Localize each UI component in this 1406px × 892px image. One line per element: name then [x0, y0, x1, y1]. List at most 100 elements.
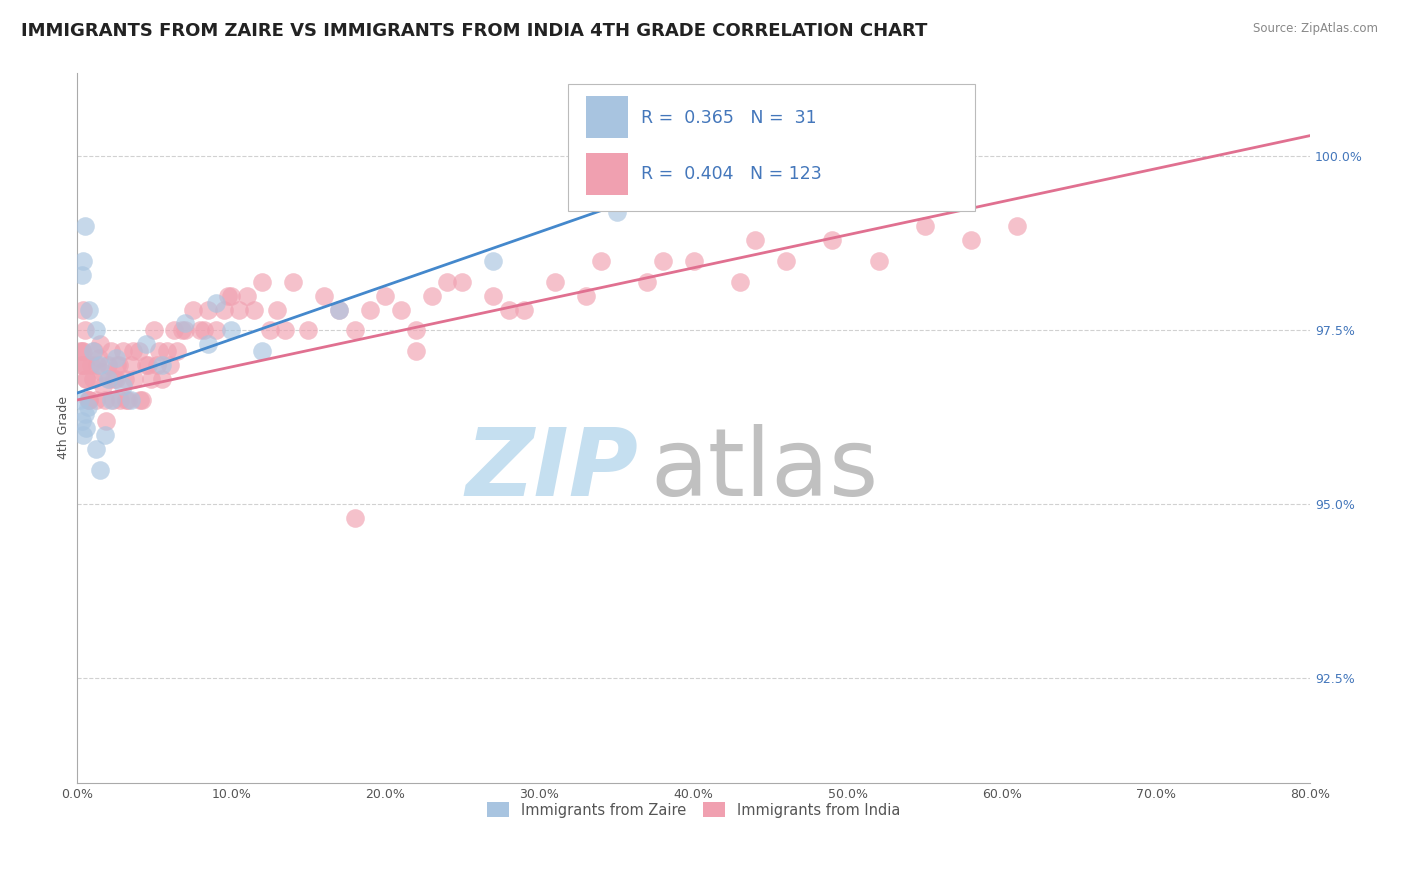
- Immigrants from India: [143, 323, 166, 337]
- Immigrants from Zaire: [73, 407, 96, 421]
- Immigrants from India: [243, 302, 266, 317]
- Immigrants from India: [651, 253, 673, 268]
- Immigrants from India: [328, 302, 350, 317]
- Immigrants from India: [139, 372, 162, 386]
- Immigrants from India: [1007, 219, 1029, 233]
- Immigrants from India: [94, 392, 117, 407]
- Immigrants from Zaire: [328, 302, 350, 317]
- Immigrants from Zaire: [100, 392, 122, 407]
- Text: ZIP: ZIP: [465, 425, 638, 516]
- Immigrants from Zaire: [70, 414, 93, 428]
- Immigrants from India: [110, 392, 132, 407]
- Immigrants from India: [114, 372, 136, 386]
- Immigrants from Zaire: [104, 351, 127, 366]
- Immigrants from India: [159, 358, 181, 372]
- Immigrants from Zaire: [112, 379, 135, 393]
- Immigrants from India: [79, 392, 101, 407]
- Immigrants from India: [513, 302, 536, 317]
- Immigrants from India: [75, 372, 97, 386]
- Immigrants from India: [163, 323, 186, 337]
- Immigrants from India: [107, 358, 129, 372]
- Immigrants from India: [73, 323, 96, 337]
- Immigrants from India: [120, 358, 142, 372]
- Immigrants from India: [960, 233, 983, 247]
- Immigrants from India: [682, 253, 704, 268]
- Immigrants from Zaire: [606, 205, 628, 219]
- Immigrants from India: [122, 372, 145, 386]
- Immigrants from Zaire: [250, 344, 273, 359]
- Immigrants from India: [259, 323, 281, 337]
- Immigrants from India: [70, 358, 93, 372]
- Immigrants from India: [250, 275, 273, 289]
- Immigrants from Zaire: [482, 253, 505, 268]
- Immigrants from India: [405, 344, 427, 359]
- Immigrants from Zaire: [73, 219, 96, 233]
- Immigrants from India: [128, 344, 150, 359]
- FancyBboxPatch shape: [586, 96, 628, 138]
- Immigrants from Zaire: [174, 317, 197, 331]
- Immigrants from India: [451, 275, 474, 289]
- Immigrants from India: [193, 323, 215, 337]
- Immigrants from India: [87, 351, 110, 366]
- Immigrants from India: [174, 323, 197, 337]
- Immigrants from India: [82, 372, 104, 386]
- Immigrants from Zaire: [97, 372, 120, 386]
- Immigrants from India: [90, 365, 112, 379]
- Immigrants from India: [181, 302, 204, 317]
- Immigrants from India: [115, 392, 138, 407]
- Immigrants from India: [821, 233, 844, 247]
- Immigrants from India: [89, 337, 111, 351]
- Immigrants from India: [84, 392, 107, 407]
- Immigrants from India: [166, 344, 188, 359]
- Immigrants from India: [420, 288, 443, 302]
- Immigrants from India: [636, 275, 658, 289]
- Immigrants from India: [73, 358, 96, 372]
- Immigrants from India: [112, 344, 135, 359]
- Immigrants from India: [205, 323, 228, 337]
- Immigrants from Zaire: [72, 253, 94, 268]
- Immigrants from India: [131, 392, 153, 407]
- Immigrants from India: [117, 392, 139, 407]
- Immigrants from India: [101, 392, 124, 407]
- Immigrants from Zaire: [89, 358, 111, 372]
- Text: Source: ZipAtlas.com: Source: ZipAtlas.com: [1253, 22, 1378, 36]
- Legend: Immigrants from Zaire, Immigrants from India: Immigrants from Zaire, Immigrants from I…: [479, 795, 907, 825]
- Immigrants from India: [228, 302, 250, 317]
- Immigrants from Zaire: [219, 323, 242, 337]
- Immigrants from India: [98, 372, 121, 386]
- Immigrants from India: [129, 392, 152, 407]
- Immigrants from India: [135, 358, 157, 372]
- Immigrants from India: [266, 302, 288, 317]
- Immigrants from India: [83, 344, 105, 359]
- Immigrants from Zaire: [75, 421, 97, 435]
- Immigrants from India: [72, 302, 94, 317]
- Immigrants from Zaire: [197, 337, 219, 351]
- Immigrants from India: [72, 344, 94, 359]
- Immigrants from India: [100, 344, 122, 359]
- Immigrants from India: [77, 392, 100, 407]
- Immigrants from India: [150, 372, 173, 386]
- Immigrants from Zaire: [205, 295, 228, 310]
- Immigrants from India: [235, 288, 257, 302]
- Immigrants from India: [343, 511, 366, 525]
- Immigrants from India: [146, 358, 169, 372]
- Immigrants from India: [297, 323, 319, 337]
- Immigrants from India: [281, 275, 304, 289]
- Immigrants from India: [136, 358, 159, 372]
- Text: IMMIGRANTS FROM ZAIRE VS IMMIGRANTS FROM INDIA 4TH GRADE CORRELATION CHART: IMMIGRANTS FROM ZAIRE VS IMMIGRANTS FROM…: [21, 22, 928, 40]
- Immigrants from India: [96, 414, 118, 428]
- Immigrants from Zaire: [82, 344, 104, 359]
- Immigrants from India: [219, 288, 242, 302]
- Text: R =  0.365   N =  31: R = 0.365 N = 31: [641, 109, 817, 127]
- Immigrants from India: [436, 275, 458, 289]
- Immigrants from Zaire: [70, 268, 93, 282]
- Immigrants from Zaire: [77, 400, 100, 414]
- Immigrants from India: [121, 344, 143, 359]
- Immigrants from India: [868, 253, 890, 268]
- FancyBboxPatch shape: [568, 84, 974, 211]
- Text: R =  0.404   N = 123: R = 0.404 N = 123: [641, 166, 821, 184]
- Immigrants from India: [69, 344, 91, 359]
- Immigrants from India: [405, 323, 427, 337]
- Immigrants from India: [80, 358, 103, 372]
- Immigrants from Zaire: [89, 462, 111, 476]
